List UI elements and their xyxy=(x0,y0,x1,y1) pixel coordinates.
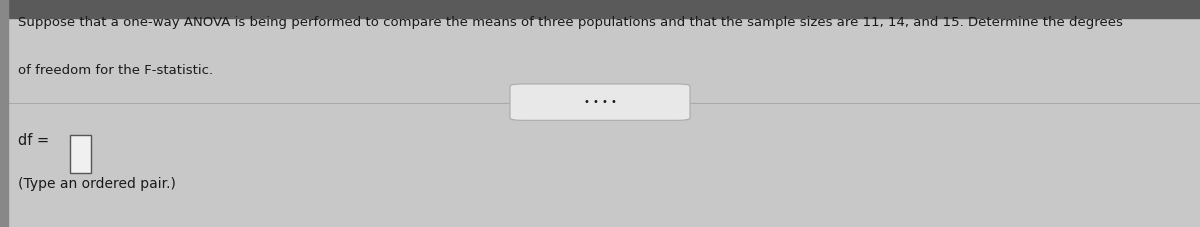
FancyBboxPatch shape xyxy=(70,135,91,173)
Text: df =: df = xyxy=(18,133,54,148)
FancyBboxPatch shape xyxy=(510,84,690,120)
Text: of freedom for the F-statistic.: of freedom for the F-statistic. xyxy=(18,64,214,76)
Text: • • • •: • • • • xyxy=(583,97,617,107)
Text: Suppose that a one-way ANOVA is being performed to compare the means of three po: Suppose that a one-way ANOVA is being pe… xyxy=(18,16,1123,29)
Bar xyxy=(0,0,1200,18)
Text: (Type an ordered pair.): (Type an ordered pair.) xyxy=(18,177,176,191)
Bar xyxy=(0,0,8,227)
